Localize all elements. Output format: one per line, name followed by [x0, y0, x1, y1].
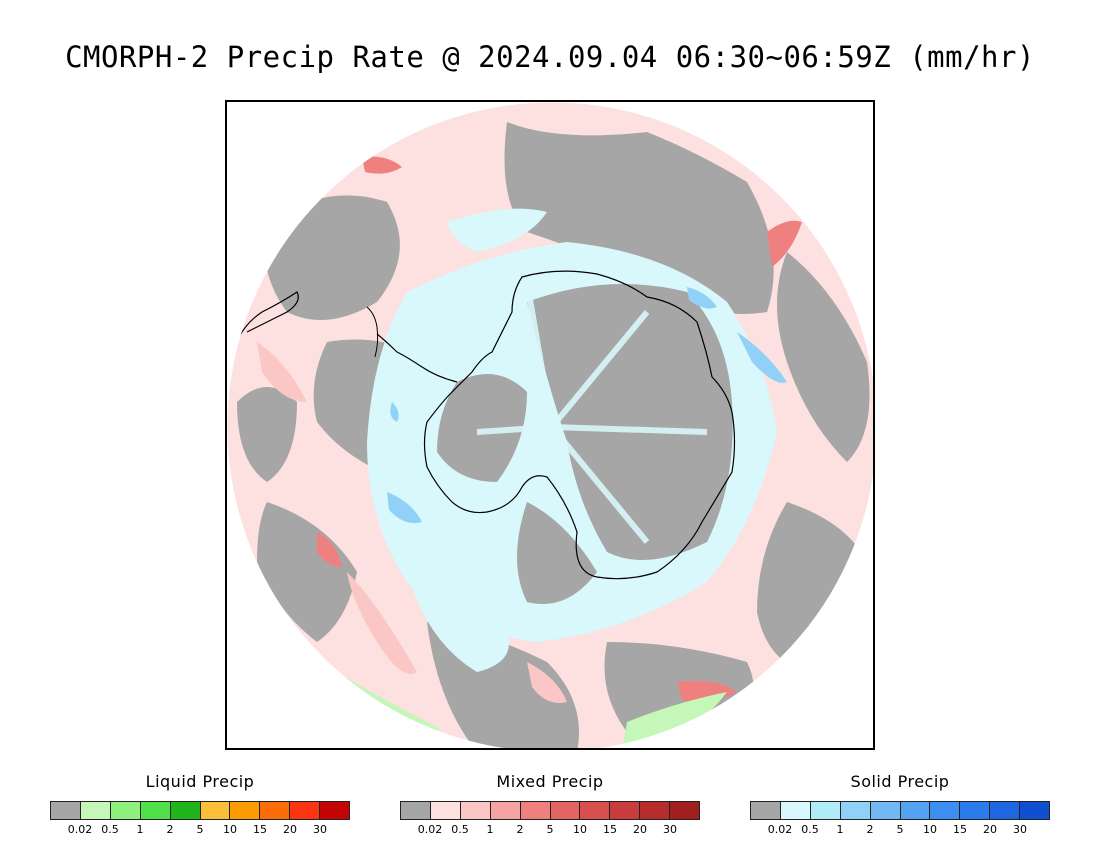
tick-labels: 0.02 0.5 1 2 5 10 15 20 30 — [50, 823, 350, 837]
color-swatch-2 — [110, 802, 141, 819]
color-swatch-3 — [840, 802, 871, 819]
color-swatch-3 — [140, 802, 171, 819]
tick-label: 15 — [603, 823, 617, 836]
color-swatch-7 — [610, 802, 641, 819]
tick-label: 15 — [953, 823, 967, 836]
tick-label: 10 — [223, 823, 237, 836]
color-swatch-5 — [200, 802, 231, 819]
color-swatch-0 — [401, 802, 431, 819]
color-swatch-6 — [580, 802, 611, 819]
legend-liquid-precip: Liquid Precip 0.02 0.5 1 2 5 10 15 20 30 — [50, 772, 350, 837]
tick-label: 20 — [283, 823, 297, 836]
color-swatch-4 — [170, 802, 201, 819]
legend-mixed-precip: Mixed Precip 0.02 0.5 1 2 5 10 15 20 30 — [400, 772, 700, 837]
color-scale — [400, 801, 700, 820]
tick-label: 5 — [546, 823, 554, 836]
color-swatch-2 — [810, 802, 841, 819]
polar-precip-map-graphic — [227, 102, 873, 748]
color-swatch-5 — [900, 802, 931, 819]
color-swatch-8 — [290, 802, 321, 819]
color-swatch-0 — [751, 802, 781, 819]
tick-label: 2 — [516, 823, 524, 836]
tick-label: 0.5 — [451, 823, 469, 836]
color-swatch-6 — [930, 802, 961, 819]
legend-title: Liquid Precip — [145, 772, 255, 791]
color-swatch-4 — [520, 802, 551, 819]
tick-labels: 0.02 0.5 1 2 5 10 15 20 30 — [400, 823, 700, 837]
color-scale — [50, 801, 350, 820]
color-swatch-9 — [670, 802, 700, 819]
color-swatch-1 — [780, 802, 811, 819]
tick-label: 5 — [196, 823, 204, 836]
color-swatch-1 — [430, 802, 461, 819]
legend-title: Mixed Precip — [496, 772, 604, 791]
tick-label: 30 — [313, 823, 327, 836]
tick-label: 30 — [663, 823, 677, 836]
color-swatch-8 — [990, 802, 1021, 819]
tick-label: 2 — [866, 823, 874, 836]
tick-labels: 0.02 0.5 1 2 5 10 15 20 30 — [750, 823, 1050, 837]
color-scale — [750, 801, 1050, 820]
color-swatch-6 — [230, 802, 261, 819]
color-swatch-7 — [260, 802, 291, 819]
color-swatch-2 — [460, 802, 491, 819]
tick-label: 1 — [486, 823, 494, 836]
color-swatch-5 — [550, 802, 581, 819]
color-swatch-0 — [51, 802, 81, 819]
color-swatch-4 — [870, 802, 901, 819]
tick-label: 0.5 — [101, 823, 119, 836]
color-swatch-1 — [80, 802, 111, 819]
tick-label: 10 — [923, 823, 937, 836]
tick-label: 0.5 — [801, 823, 819, 836]
legend-title: Solid Precip — [850, 772, 950, 791]
tick-label: 2 — [166, 823, 174, 836]
tick-label: 0.02 — [767, 823, 793, 836]
tick-label: 10 — [573, 823, 587, 836]
tick-label: 0.02 — [417, 823, 443, 836]
color-swatch-8 — [640, 802, 671, 819]
tick-label: 20 — [633, 823, 647, 836]
legend-solid-precip: Solid Precip 0.02 0.5 1 2 5 10 15 20 30 — [750, 772, 1050, 837]
precip-field — [227, 102, 873, 748]
precip-map — [225, 100, 875, 750]
tick-label: 15 — [253, 823, 267, 836]
tick-label: 20 — [983, 823, 997, 836]
tick-label: 1 — [836, 823, 844, 836]
color-swatch-9 — [1020, 802, 1050, 819]
color-swatch-3 — [490, 802, 521, 819]
color-swatch-7 — [960, 802, 991, 819]
tick-label: 5 — [896, 823, 904, 836]
map-title: CMORPH-2 Precip Rate @ 2024.09.04 06:30~… — [65, 40, 1035, 74]
tick-label: 30 — [1013, 823, 1027, 836]
tick-label: 0.02 — [67, 823, 93, 836]
color-swatch-9 — [320, 802, 350, 819]
tick-label: 1 — [136, 823, 144, 836]
